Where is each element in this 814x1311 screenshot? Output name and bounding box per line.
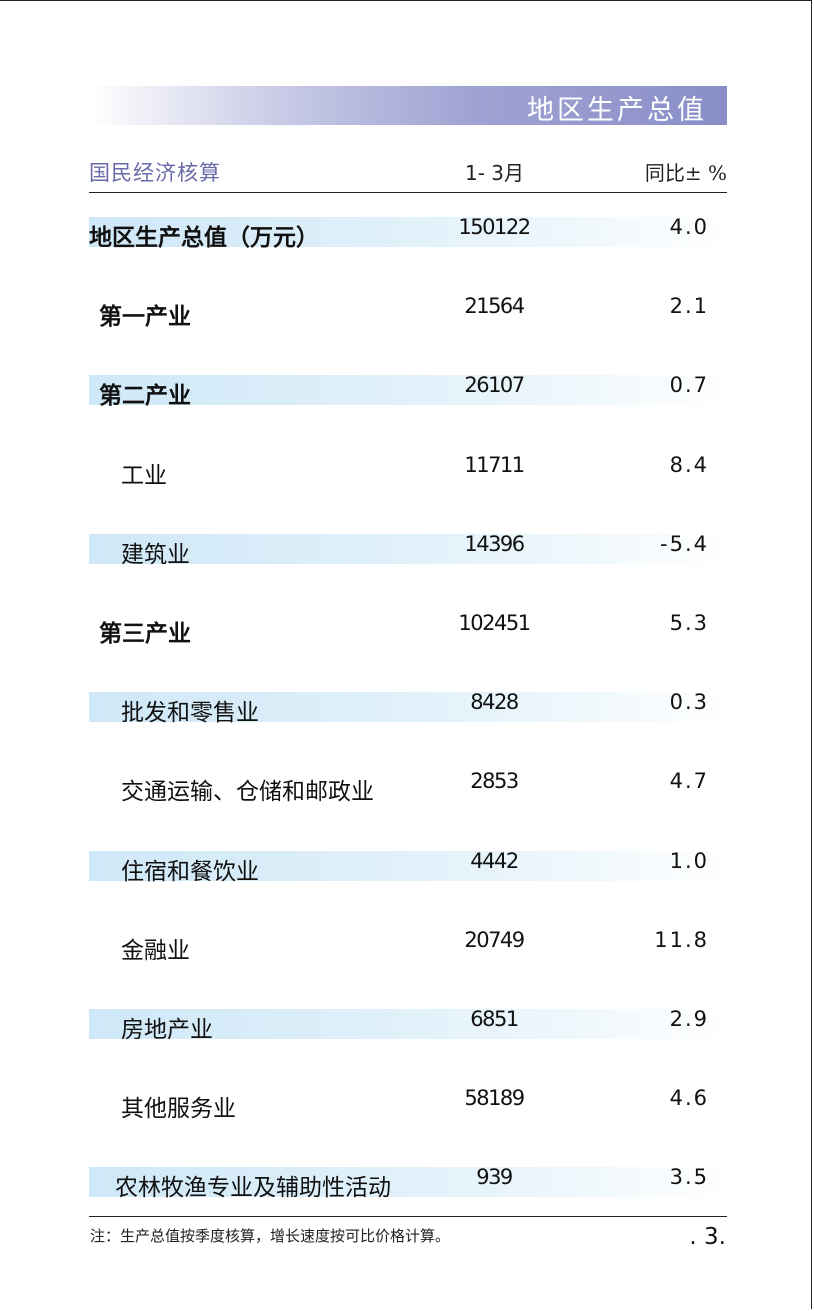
row-yoy: 1.0: [669, 849, 709, 873]
row-yoy: 11.8: [654, 928, 709, 952]
row-label: 农林牧渔专业及辅助性活动: [115, 1175, 391, 1201]
row-yoy: -5.4: [660, 532, 709, 556]
row-value: 102451: [458, 611, 531, 635]
row-yoy: 2.9: [669, 1007, 709, 1031]
row-yoy: 3.5: [669, 1165, 709, 1189]
row-yoy: 5.3: [669, 611, 709, 635]
footer-divider: [89, 1216, 727, 1217]
header-yoy: 同比± %: [644, 161, 727, 185]
row-label: 其他服务业: [121, 1096, 236, 1122]
row-yoy: 8.4: [669, 453, 709, 477]
row-yoy: 0.7: [669, 373, 709, 397]
table-row: 第一产业 21564 2.1: [89, 294, 727, 330]
row-value: 14396: [464, 532, 525, 556]
row-yoy: 4.6: [669, 1086, 709, 1110]
row-label: 建筑业: [121, 542, 190, 568]
row-value: 150122: [458, 215, 531, 239]
row-label: 第一产业: [99, 303, 191, 330]
table-row: 批发和零售业 8428 0.3: [89, 690, 727, 726]
table-row: 地区生产总值（万元） 150122 4.0: [89, 215, 727, 251]
table-row: 建筑业 14396 -5.4: [89, 532, 727, 568]
row-label: 工业: [121, 463, 167, 489]
row-value: 4442: [470, 849, 519, 873]
row-label: 住宿和餐饮业: [121, 859, 259, 885]
row-label: 第三产业: [99, 620, 191, 647]
header-category: 国民经济核算: [89, 161, 221, 185]
title-banner: 地区生产总值: [89, 86, 727, 126]
row-label: 房地产业: [121, 1017, 213, 1043]
row-value: 58189: [464, 1086, 525, 1110]
row-yoy: 0.3: [669, 690, 709, 714]
table-row: 住宿和餐饮业 4442 1.0: [89, 849, 727, 885]
table-row: 第二产业 26107 0.7: [89, 373, 727, 409]
row-label: 金融业: [121, 938, 190, 964]
table-row: 金融业 20749 11.8: [89, 928, 727, 964]
row-value: 2853: [470, 769, 519, 793]
page-title: 地区生产总值: [527, 95, 707, 126]
row-value: 20749: [464, 928, 525, 952]
row-yoy: 2.1: [669, 294, 709, 318]
row-value: 11711: [464, 453, 525, 477]
row-label: 批发和零售业: [121, 700, 259, 726]
table-header: 国民经济核算 1- 3月 同比± %: [89, 152, 727, 193]
row-label: 第二产业: [99, 382, 191, 409]
page-number: . 3.: [689, 1224, 726, 1250]
row-value: 21564: [464, 294, 525, 318]
row-value: 6851: [470, 1007, 519, 1031]
table-row: 工业 11711 8.4: [89, 453, 727, 489]
table-row: 房地产业 6851 2.9: [89, 1007, 727, 1043]
row-yoy: 4.7: [669, 769, 709, 793]
table-row: 农林牧渔专业及辅助性活动 939 3.5: [89, 1165, 727, 1201]
table-row: 第三产业 102451 5.3: [89, 611, 727, 647]
row-value: 939: [476, 1165, 513, 1189]
table-row: 其他服务业 58189 4.6: [89, 1086, 727, 1122]
row-label: 地区生产总值（万元）: [89, 224, 319, 251]
row-value: 8428: [470, 690, 519, 714]
row-value: 26107: [464, 373, 525, 397]
row-yoy: 4.0: [669, 215, 709, 239]
row-label: 交通运输、仓储和邮政业: [121, 779, 374, 805]
table-row: 交通运输、仓储和邮政业 2853 4.7: [89, 769, 727, 805]
header-period: 1- 3月: [465, 161, 525, 185]
footnote: 注：生产总值按季度核算，增长速度按可比价格计算。: [90, 1227, 451, 1245]
